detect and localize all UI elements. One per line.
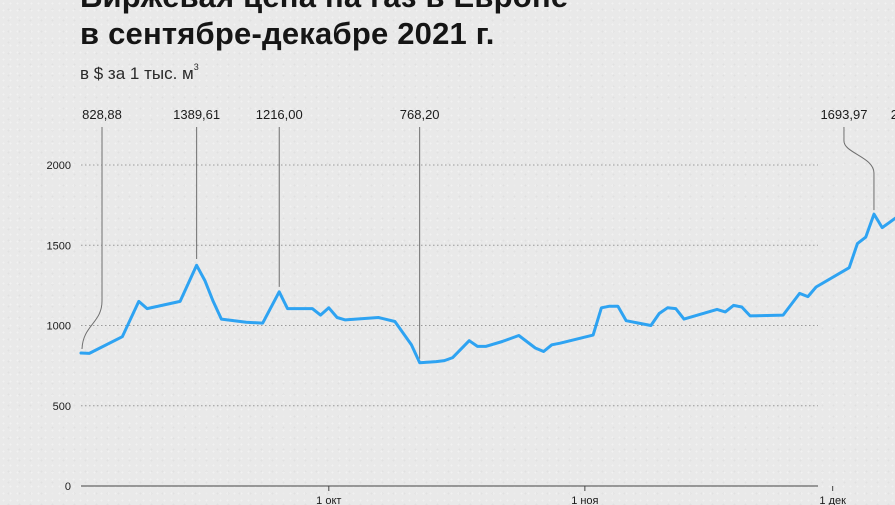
y-tick-label: 500 (53, 401, 71, 413)
unit-text: в $ за 1 тыс. м (80, 64, 194, 83)
unit-superscript: 3 (193, 62, 199, 72)
annotation-label: 1216,00 (256, 107, 303, 122)
x-tick-label: 1 дек (819, 495, 846, 505)
annotation-label: 1389,61 (173, 107, 220, 122)
x-tick-label: 1 ноя (571, 495, 598, 505)
y-tick-label: 1000 (47, 321, 71, 333)
x-tick-label: 1 окт (316, 495, 341, 505)
y-tick-label: 0 (65, 481, 71, 493)
annotation-label: 828,88 (82, 107, 122, 122)
annotation-leader (843, 127, 875, 211)
chart-title-line-2: в сентябре-декабре 2021 г. (80, 16, 495, 51)
chart-title-line-1: Биржевая цена на газ в Европе (80, 0, 568, 15)
unit-label: в $ за 1 тыс. м3 (80, 62, 199, 84)
price-line (79, 212, 895, 365)
annotation-label: 2138,87 (891, 107, 895, 122)
y-tick-label: 2000 (47, 160, 71, 172)
annotation-leader (81, 127, 103, 349)
annotation-label: 768,20 (400, 107, 440, 122)
y-tick-label: 1500 (47, 240, 71, 252)
annotation-label: 1693,97 (820, 107, 867, 122)
